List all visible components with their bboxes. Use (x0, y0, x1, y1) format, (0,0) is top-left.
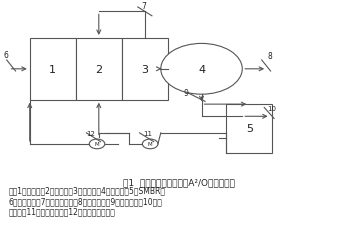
Text: 10: 10 (267, 105, 276, 111)
Text: 6: 6 (3, 50, 8, 59)
Text: 4: 4 (198, 64, 205, 74)
Text: 图1  工艺流程图（以传统A²/O改造为例）: 图1 工艺流程图（以传统A²/O改造为例） (122, 177, 235, 186)
Text: 2: 2 (95, 64, 102, 74)
Text: M: M (148, 142, 152, 147)
Text: 9: 9 (184, 88, 189, 97)
Bar (122, 39, 168, 100)
Text: 8: 8 (268, 52, 272, 60)
Text: 7: 7 (141, 2, 146, 11)
Circle shape (142, 139, 158, 149)
Text: M: M (95, 142, 99, 147)
Text: 11: 11 (143, 131, 152, 136)
Text: 5: 5 (246, 124, 253, 134)
Bar (30, 39, 76, 100)
Circle shape (89, 139, 105, 149)
Bar (76, 39, 122, 100)
Text: 1: 1 (49, 64, 56, 74)
Text: 12: 12 (86, 131, 95, 136)
Text: 注：1、厌氧池；2、缺氧池；3、好氧池；4、沉淀池；5、SMBR；
6、进水管线；7、内循环管线；8、出水管线；9、回流污泥；10、剩
余污泥；11、污泥回流泵: 注：1、厌氧池；2、缺氧池；3、好氧池；4、沉淀池；5、SMBR； 6、进水管线… (9, 186, 166, 216)
Bar (226, 105, 272, 153)
Circle shape (161, 44, 242, 95)
Text: 3: 3 (141, 64, 149, 74)
